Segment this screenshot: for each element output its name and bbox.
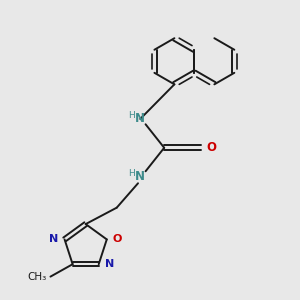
Text: N: N <box>135 112 145 125</box>
Text: N: N <box>135 170 145 183</box>
Text: O: O <box>206 141 216 154</box>
Text: H: H <box>128 169 134 178</box>
Text: O: O <box>113 233 122 244</box>
Text: N: N <box>105 259 114 269</box>
Text: H: H <box>128 111 134 120</box>
Text: CH₃: CH₃ <box>28 272 47 282</box>
Text: N: N <box>49 234 58 244</box>
